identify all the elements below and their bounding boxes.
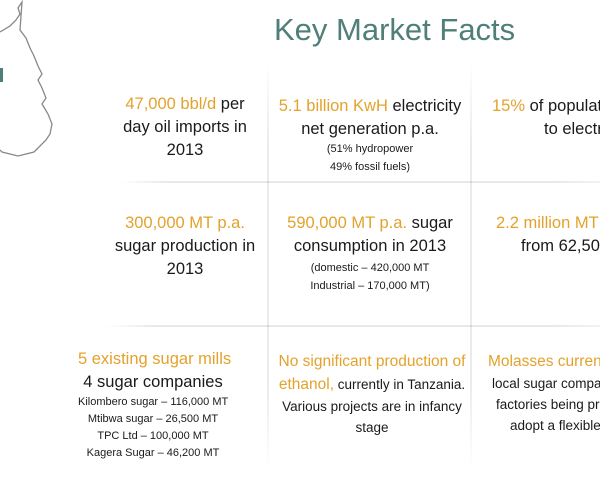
ethanol-rest2: currently in Tanzania.: [334, 377, 466, 392]
fact-oil-imports: 47,000 bbl/d per day oil imports in 2013: [110, 93, 260, 162]
sugar-prod-line3: 2013: [166, 260, 204, 278]
divider-vertical-2: [470, 60, 472, 470]
oil-accent: 47,000 bbl/d: [125, 95, 217, 113]
fact-sugar-production: 300,000 MT p.a. sugar production in 2013: [105, 212, 265, 281]
mills-item: Kilombero sugar – 116,000 MT: [78, 396, 229, 408]
mills-line2: 4 sugar companies: [83, 373, 223, 391]
fact-molasses: Molasses currentl local sugar compan fac…: [488, 350, 600, 436]
sugar-prod-accent: 300,000 MT p.a.: [125, 214, 245, 232]
divider-horizontal-2: [105, 325, 600, 327]
ethanol-accent1: No significant production of: [278, 353, 466, 370]
sugar-cons-note1: (domestic – 420,000 MT: [310, 262, 430, 274]
electricity-rest: electricity: [387, 97, 462, 115]
ethanol-line4: stage: [355, 420, 389, 435]
mills-item: TPC Ltd – 100,000 MT: [97, 430, 209, 442]
sugar-cons-rest: sugar: [407, 214, 453, 232]
population-line2: to electri: [544, 120, 600, 138]
map-highlight-marker: [0, 68, 3, 82]
ethanol-line3: Various projects are in infancy: [282, 399, 462, 414]
fact-electricity: 5.1 billion KwH electricity net generati…: [270, 95, 470, 176]
page-title: Key Market Facts: [274, 12, 516, 47]
divider-vertical-1: [267, 60, 269, 470]
molasses-line2: local sugar compan: [492, 376, 600, 391]
sugar-cons-accent: 590,000 MT p.a.: [287, 214, 407, 232]
electricity-accent: 5.1 billion KwH: [278, 97, 388, 115]
molasses-line3: factories being pro: [496, 397, 600, 412]
fact-cane-production: 2.2 million MT o from 62,500: [496, 212, 600, 258]
mills-item: Mtibwa sugar – 26,500 MT: [87, 413, 219, 425]
oil-line2: day oil imports in: [123, 118, 247, 136]
population-rest: of population: [529, 97, 600, 115]
map-outline-path: [0, 0, 53, 157]
oil-rest: per: [216, 95, 245, 113]
electricity-line2: net generation p.a.: [301, 120, 439, 138]
electricity-note2: 49% fossil fuels): [329, 161, 411, 173]
molasses-accent: Molasses currentl: [488, 353, 600, 370]
population-accent: 15%: [492, 97, 526, 115]
sugar-cons-note2: Industrial – 170,000 MT): [310, 280, 430, 292]
mills-accent: 5 existing sugar mills: [78, 350, 232, 368]
sugar-cons-line2: consumption in 2013: [293, 237, 447, 255]
ethanol-accent2: ethanol,: [278, 376, 335, 393]
fact-population-electricity: 15% of population to electri: [492, 95, 600, 141]
mills-item: Kagera Sugar – 46,200 MT: [86, 447, 220, 459]
cane-accent: 2.2 million MT: [496, 214, 599, 232]
fact-sugar-mills: 5 existing sugar mills 4 sugar companies…: [78, 348, 232, 462]
oil-line3: 2013: [166, 141, 204, 159]
fact-ethanol: No significant production of ethanol, cu…: [272, 350, 472, 438]
country-map-outline: [0, 0, 53, 157]
divider-horizontal-1: [120, 181, 600, 183]
sugar-prod-line2: sugar production in: [114, 237, 256, 255]
cane-line2: from 62,500: [521, 237, 600, 255]
molasses-line4: adopt a flexible: [510, 418, 600, 433]
fact-sugar-consumption: 590,000 MT p.a. sugar consumption in 201…: [270, 212, 470, 295]
electricity-note1: (51% hydropower: [326, 143, 414, 155]
